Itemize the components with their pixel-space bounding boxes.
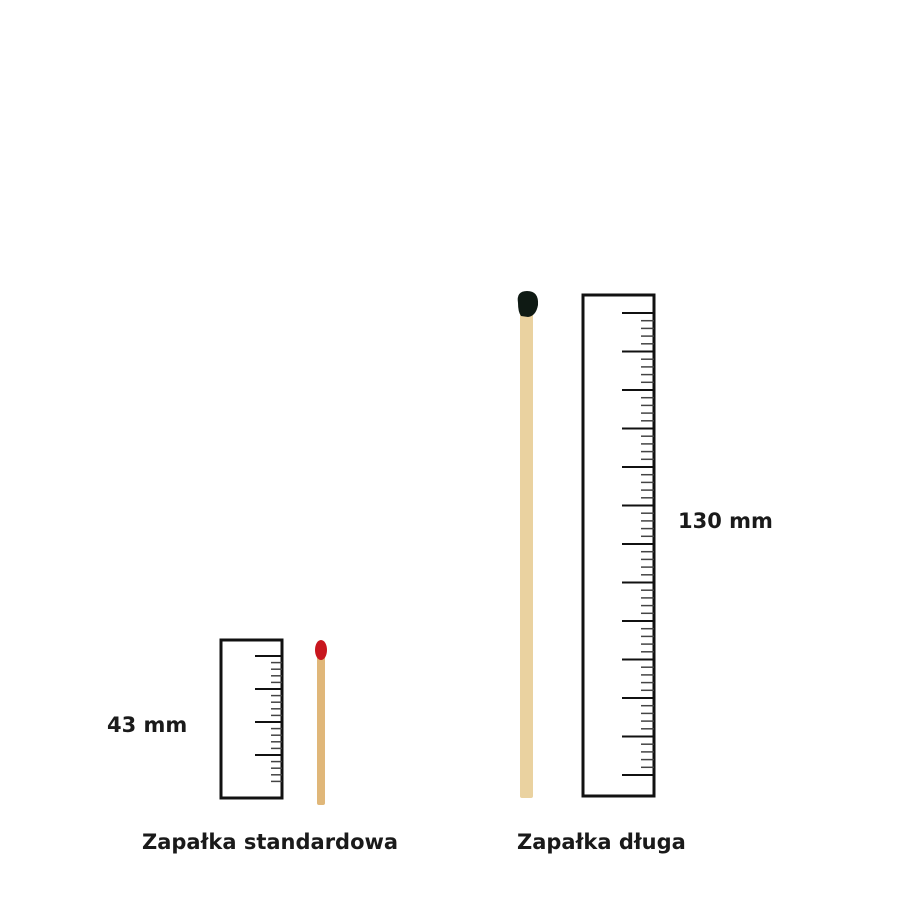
caption-standard: Zapałka standardowa [142, 830, 399, 854]
ruler-standard [219, 638, 284, 800]
ruler-long [581, 293, 656, 798]
match-head-red [315, 640, 327, 660]
match-standard [315, 640, 327, 805]
match-head-black [517, 291, 539, 317]
length-label-standard: 43 mm [107, 713, 188, 737]
caption-long: Zapałka długa [517, 830, 686, 854]
match-long [517, 291, 539, 798]
length-label-long: 130 mm [678, 509, 773, 533]
